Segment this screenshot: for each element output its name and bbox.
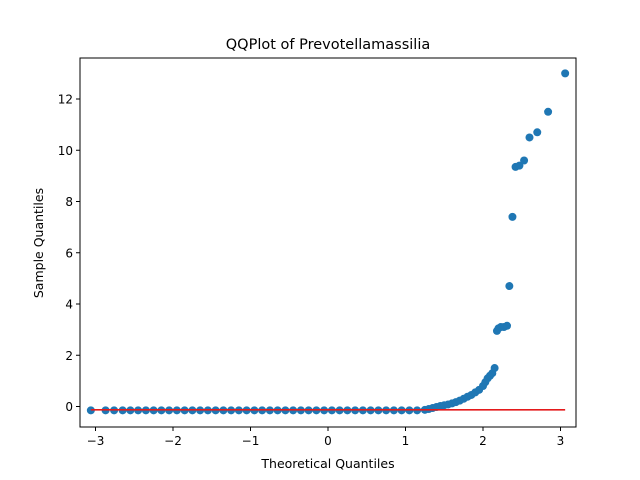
x-tick-label: −1 bbox=[242, 434, 260, 448]
data-point bbox=[533, 128, 542, 137]
data-point bbox=[508, 212, 517, 221]
x-tick-label: 0 bbox=[324, 434, 332, 448]
y-tick-label: 2 bbox=[65, 349, 73, 363]
data-point bbox=[490, 364, 499, 373]
y-tick-label: 0 bbox=[65, 400, 73, 414]
axes-frame bbox=[79, 57, 577, 428]
x-tick-label: 1 bbox=[402, 434, 410, 448]
x-axis: −3 −2 −1 0 1 2 3 bbox=[87, 427, 565, 448]
y-tick-label: 12 bbox=[58, 93, 73, 107]
data-point bbox=[505, 282, 514, 291]
data-point bbox=[520, 156, 529, 165]
data-point bbox=[525, 133, 534, 142]
plot-area bbox=[86, 69, 570, 415]
x-tick-label: −2 bbox=[164, 434, 182, 448]
data-point bbox=[515, 161, 524, 170]
data-point bbox=[544, 107, 553, 116]
x-tick-label: 3 bbox=[557, 434, 565, 448]
x-tick-label: 2 bbox=[479, 434, 487, 448]
y-tick-label: 4 bbox=[65, 298, 73, 312]
x-tick-label: −3 bbox=[87, 434, 105, 448]
data-point bbox=[503, 321, 512, 330]
y-tick-label: 8 bbox=[65, 195, 73, 209]
y-axis: 0 2 4 6 8 10 12 bbox=[58, 93, 80, 414]
y-tick-label: 10 bbox=[58, 144, 73, 158]
y-axis-label: Sample Quantiles bbox=[31, 188, 46, 298]
x-axis-label: Theoretical Quantiles bbox=[260, 456, 394, 471]
chart-title: QQPlot of Prevotellamassilia bbox=[226, 37, 431, 53]
data-point bbox=[561, 69, 570, 78]
y-tick-label: 6 bbox=[65, 246, 73, 260]
